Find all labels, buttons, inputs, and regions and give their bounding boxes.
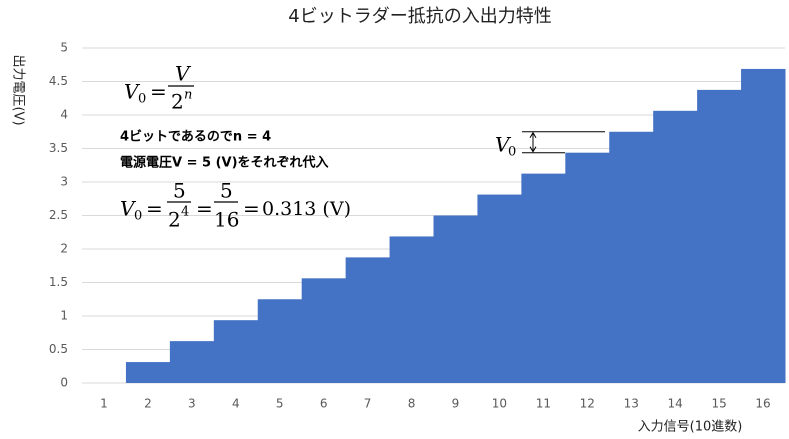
- formula-text: =: [150, 80, 167, 104]
- formula-text: 0.313 (V): [262, 198, 351, 220]
- y-tick-label: 5: [60, 41, 68, 55]
- x-axis-title: 入力信号(10進数): [638, 420, 743, 435]
- bar: [697, 89, 742, 383]
- y-tick-label: 0: [60, 376, 68, 390]
- formula-text: 2: [168, 208, 181, 232]
- x-tick-label: 5: [276, 397, 284, 411]
- y-tick-label: 2: [60, 242, 68, 256]
- formula-text: 5: [173, 179, 186, 203]
- x-tick-label: 13: [624, 397, 639, 411]
- y-tick-label: 3: [60, 175, 68, 189]
- bar: [521, 173, 566, 383]
- step-label: 0: [508, 145, 516, 160]
- note: 4ビットであるのでn = 4: [120, 129, 271, 145]
- bar: [565, 152, 610, 383]
- x-tick-label: 16: [755, 397, 770, 411]
- y-tick-label: 4.5: [49, 74, 68, 88]
- bar: [433, 215, 478, 383]
- x-tick-label: 3: [188, 397, 196, 411]
- y-tick-label: 2.5: [49, 208, 68, 222]
- y-tick-label: 1.5: [49, 275, 68, 289]
- bar: [345, 257, 391, 383]
- x-tick-label: 4: [232, 397, 240, 411]
- formula-text: n: [184, 88, 192, 103]
- x-tick-label: 15: [711, 397, 726, 411]
- bar: [213, 320, 259, 383]
- y-tick-label: 0.5: [49, 342, 68, 356]
- y-tick-label: 3.5: [49, 141, 68, 155]
- x-tick-label: 2: [144, 397, 152, 411]
- formula-text: =: [146, 197, 163, 221]
- x-tick-label: 6: [320, 397, 328, 411]
- y-axis-title: 出力電圧(V): [11, 54, 26, 125]
- bar: [169, 341, 215, 383]
- bar: [653, 110, 698, 383]
- formula-text: V: [175, 62, 192, 86]
- formula-text: 0: [134, 209, 142, 224]
- bar: [125, 362, 171, 383]
- chart-title: 4ビットラダー抵抗の入出力特性: [288, 6, 551, 27]
- formula-text: V: [124, 80, 141, 104]
- formula-text: V: [120, 197, 137, 221]
- y-tick-label: 4: [60, 108, 68, 122]
- formula-text: 2: [171, 90, 184, 114]
- formula-text: 0: [138, 92, 146, 107]
- plot-area: 00.511.522.533.544.551 2 3 4 5 6 7 8 9 10 11 12 13 14…: [49, 41, 786, 411]
- bar: [609, 131, 654, 383]
- formula-text: 4: [181, 205, 189, 220]
- x-tick-label: 10: [492, 397, 507, 411]
- step-arrow-head: [529, 131, 537, 153]
- x-tick-label: 14: [668, 397, 683, 411]
- bar: [477, 194, 522, 383]
- formula-2: V 0 = 5 2 4 = 5 16 = 0.313 (V): [120, 179, 351, 232]
- x-tick-label: 9: [452, 397, 460, 411]
- bar: [301, 278, 347, 383]
- x-tick-label: 7: [364, 397, 372, 411]
- y-tick-label: 1: [60, 309, 68, 323]
- formula-text: 5: [220, 179, 233, 203]
- formula-1: V 0 = V 2 n: [124, 62, 194, 114]
- x-tick-label: 1: [100, 397, 108, 411]
- bar: [257, 299, 303, 383]
- x-tick-label: 8: [408, 397, 416, 411]
- step-label: V: [495, 133, 512, 157]
- note: 電源電圧V = 5 (V)をそれぞれ代入: [120, 155, 329, 171]
- formula-text: =: [196, 197, 213, 221]
- formula-text: 16: [214, 208, 239, 232]
- bar: [741, 68, 786, 383]
- bar: [389, 236, 434, 383]
- formula-text: =: [243, 197, 260, 221]
- x-tick-label: 12: [580, 397, 595, 411]
- x-tick-label: 11: [536, 397, 551, 411]
